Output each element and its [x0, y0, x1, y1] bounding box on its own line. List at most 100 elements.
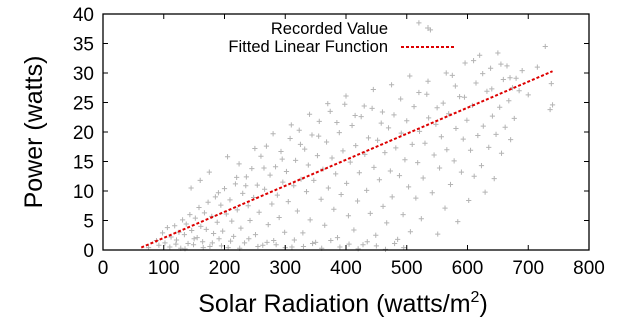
data-point	[542, 43, 548, 50]
legend-label-recorded: Recorded Value	[271, 20, 388, 38]
data-point	[243, 174, 249, 180]
data-point	[156, 242, 162, 248]
data-point	[478, 163, 485, 169]
data-point	[322, 222, 328, 228]
data-point	[356, 170, 362, 176]
data-point	[487, 65, 494, 71]
data-point	[376, 177, 383, 183]
data-point	[367, 210, 373, 217]
data-point	[435, 231, 441, 237]
data-point	[473, 80, 479, 86]
data-point	[256, 209, 262, 215]
data-point	[181, 232, 188, 238]
data-point	[205, 199, 211, 205]
data-point	[424, 91, 430, 97]
data-point	[306, 111, 313, 117]
data-point	[179, 217, 186, 223]
data-point	[207, 243, 213, 250]
data-point	[280, 179, 286, 185]
data-point	[337, 244, 343, 250]
data-point	[354, 198, 361, 204]
data-point	[516, 88, 522, 94]
data-point	[305, 162, 311, 168]
data-point	[309, 240, 316, 247]
data-point	[172, 223, 178, 229]
y-tick-label: 40	[73, 5, 94, 26]
data-point	[334, 119, 340, 126]
data-point	[229, 218, 235, 224]
data-point	[519, 68, 525, 74]
data-point	[480, 70, 486, 77]
data-point	[462, 60, 468, 66]
data-point	[196, 204, 202, 211]
data-point	[261, 165, 267, 171]
data-point	[498, 150, 505, 156]
data-point	[382, 150, 388, 156]
data-point	[480, 123, 486, 129]
legend-marker-recorded	[425, 25, 431, 31]
data-point	[216, 236, 222, 242]
data-point	[255, 243, 261, 250]
data-point	[461, 94, 468, 100]
data-point	[302, 146, 308, 152]
data-point	[388, 82, 395, 88]
data-point	[373, 232, 379, 238]
data-point	[352, 112, 358, 119]
data-point	[258, 153, 264, 159]
data-point	[353, 142, 359, 149]
data-point	[325, 185, 331, 191]
data-point	[274, 192, 280, 198]
data-point	[214, 219, 220, 225]
data-point	[495, 50, 501, 56]
data-point	[438, 134, 444, 140]
data-point	[232, 181, 239, 187]
data-point	[343, 93, 349, 99]
data-point	[534, 64, 540, 70]
data-point	[191, 236, 197, 242]
data-point	[402, 157, 408, 163]
data-point	[294, 208, 300, 214]
data-point	[223, 211, 229, 217]
data-point	[285, 199, 291, 205]
data-point	[243, 183, 249, 189]
y-tick-label: 10	[73, 182, 94, 203]
data-point	[291, 183, 297, 189]
data-point	[218, 202, 224, 208]
data-point	[398, 96, 404, 102]
data-point	[482, 189, 488, 195]
data-point	[279, 156, 285, 162]
data-point	[185, 240, 191, 247]
data-point	[371, 164, 377, 170]
data-point	[364, 187, 370, 194]
data-point	[413, 195, 419, 201]
data-point	[340, 148, 346, 154]
data-point	[227, 197, 233, 203]
data-point	[385, 125, 392, 131]
x-tick-label: 400	[330, 258, 362, 279]
data-point	[391, 112, 397, 118]
data-point	[198, 223, 204, 229]
data-point	[484, 88, 490, 94]
data-point	[426, 115, 432, 121]
data-point	[500, 76, 506, 83]
data-point	[345, 213, 352, 219]
data-point	[361, 103, 367, 109]
data-point	[240, 190, 246, 196]
data-point	[349, 122, 355, 129]
data-point	[173, 241, 179, 247]
data-point	[458, 169, 465, 175]
data-point	[200, 239, 206, 245]
data-point	[272, 164, 279, 170]
data-point	[167, 244, 173, 250]
data-point	[466, 197, 472, 204]
data-point	[486, 144, 492, 150]
legend: Recorded Value Fitted Linear Function	[228, 20, 456, 56]
data-point	[369, 105, 375, 111]
data-point	[380, 203, 386, 209]
data-point	[261, 186, 268, 192]
data-point	[221, 186, 228, 192]
data-point	[393, 145, 399, 151]
data-point	[351, 227, 357, 233]
data-point	[287, 135, 293, 142]
x-axis-title: Solar Radiation (watts/m2)	[198, 289, 488, 318]
